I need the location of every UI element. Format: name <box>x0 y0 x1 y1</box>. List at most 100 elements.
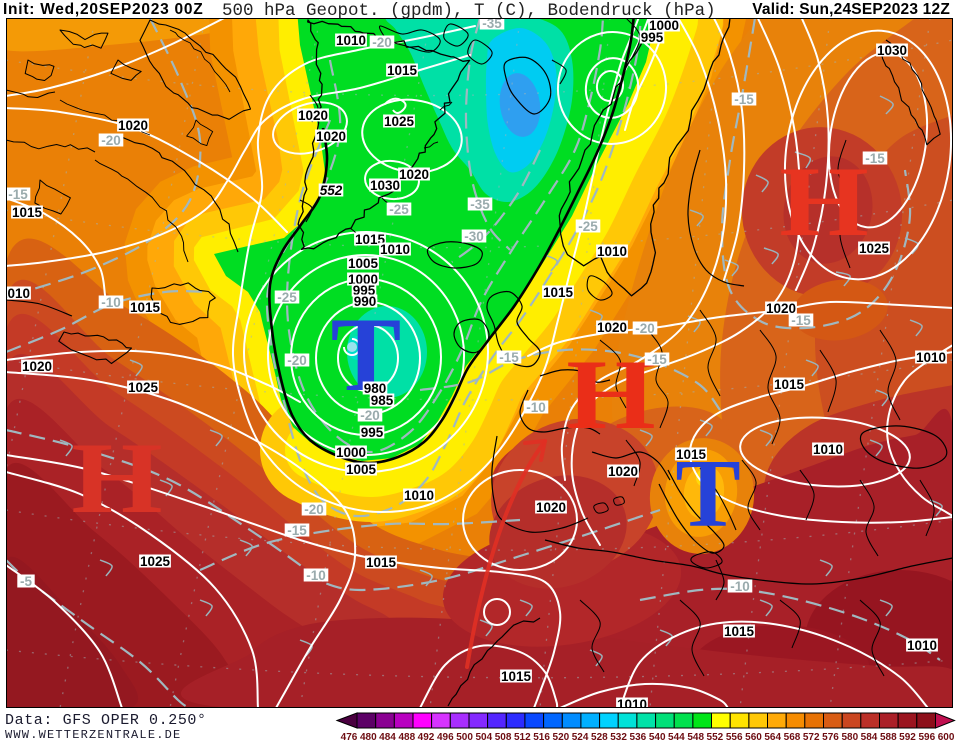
svg-text:-35: -35 <box>470 197 490 212</box>
svg-text:1000: 1000 <box>336 445 366 460</box>
svg-text:536: 536 <box>630 732 647 741</box>
svg-text:1015: 1015 <box>543 285 574 300</box>
svg-text:580: 580 <box>841 732 858 741</box>
svg-text:-25: -25 <box>389 202 409 217</box>
svg-text:H: H <box>71 421 162 534</box>
svg-text:532: 532 <box>610 732 627 741</box>
svg-text:-20: -20 <box>372 35 392 50</box>
svg-text:552: 552 <box>320 183 343 198</box>
svg-text:528: 528 <box>591 732 608 741</box>
svg-text:1025: 1025 <box>140 554 171 569</box>
svg-text:476: 476 <box>341 732 358 741</box>
svg-text:568: 568 <box>784 732 801 741</box>
svg-text:-35: -35 <box>482 16 502 31</box>
svg-text:-15: -15 <box>499 350 519 365</box>
svg-text:1005: 1005 <box>346 462 377 477</box>
svg-text:-25: -25 <box>578 219 598 234</box>
svg-text:500: 500 <box>456 732 473 741</box>
svg-text:1020: 1020 <box>766 301 796 316</box>
svg-text:1010: 1010 <box>0 286 30 301</box>
svg-text:1015: 1015 <box>501 669 532 684</box>
svg-text:584: 584 <box>861 732 878 741</box>
svg-text:-20: -20 <box>635 321 655 336</box>
svg-text:1030: 1030 <box>370 178 400 193</box>
svg-text:488: 488 <box>398 732 415 741</box>
svg-text:-20: -20 <box>360 408 380 423</box>
svg-text:1010: 1010 <box>813 442 843 457</box>
svg-text:1020: 1020 <box>316 129 346 144</box>
svg-text:548: 548 <box>687 732 704 741</box>
svg-text:1020: 1020 <box>22 359 52 374</box>
svg-text:1015: 1015 <box>774 377 805 392</box>
svg-text:576: 576 <box>822 732 839 741</box>
svg-text:592: 592 <box>899 732 916 741</box>
svg-text:1020: 1020 <box>597 320 627 335</box>
svg-text:1025: 1025 <box>384 114 415 129</box>
svg-text:1010: 1010 <box>617 697 647 712</box>
svg-text:1015: 1015 <box>724 624 755 639</box>
svg-text:572: 572 <box>803 732 820 741</box>
svg-text:588: 588 <box>880 732 897 741</box>
svg-text:Init: Wed,20SEP2023 00Z: Init: Wed,20SEP2023 00Z <box>3 1 203 18</box>
svg-text:520: 520 <box>553 732 570 741</box>
svg-text:484: 484 <box>379 732 396 741</box>
svg-text:-20: -20 <box>287 353 307 368</box>
svg-text:1015: 1015 <box>676 447 707 462</box>
svg-text:1010: 1010 <box>404 488 434 503</box>
svg-text:600: 600 <box>938 732 955 741</box>
svg-text:1020: 1020 <box>536 500 566 515</box>
svg-text:-5: -5 <box>20 574 32 589</box>
svg-text:524: 524 <box>572 732 589 741</box>
svg-text:480: 480 <box>360 732 377 741</box>
svg-text:492: 492 <box>418 732 435 741</box>
svg-text:H: H <box>566 340 655 450</box>
svg-text:-15: -15 <box>734 92 754 107</box>
svg-text:WWW.WETTERZENTRALE.DE: WWW.WETTERZENTRALE.DE <box>5 728 181 741</box>
svg-text:1025: 1025 <box>128 380 159 395</box>
svg-text:496: 496 <box>437 732 454 741</box>
svg-text:-15: -15 <box>791 313 811 328</box>
svg-text:990: 990 <box>354 294 377 309</box>
svg-text:1015: 1015 <box>366 555 397 570</box>
svg-text:564: 564 <box>764 732 781 741</box>
svg-text:1010: 1010 <box>336 33 366 48</box>
svg-text:1010: 1010 <box>597 244 627 259</box>
svg-text:H: H <box>779 147 868 257</box>
svg-text:1015: 1015 <box>355 232 386 247</box>
svg-text:560: 560 <box>745 732 762 741</box>
svg-text:-10: -10 <box>730 579 750 594</box>
svg-text:-15: -15 <box>647 352 667 367</box>
svg-text:995: 995 <box>361 425 384 440</box>
svg-text:-15: -15 <box>865 151 885 166</box>
svg-text:-25: -25 <box>277 290 297 305</box>
svg-text:-10: -10 <box>101 295 121 310</box>
svg-text:985: 985 <box>371 393 394 408</box>
svg-text:1005: 1005 <box>348 256 379 271</box>
svg-text:Data: GFS OPER 0.250°: Data: GFS OPER 0.250° <box>5 712 207 729</box>
svg-text:Valid: Sun,24SEP2023 12Z: Valid: Sun,24SEP2023 12Z <box>752 1 950 18</box>
svg-text:1025: 1025 <box>859 241 890 256</box>
svg-text:504: 504 <box>475 732 492 741</box>
svg-text:-20: -20 <box>101 133 121 148</box>
svg-text:1010: 1010 <box>907 638 937 653</box>
svg-text:-20: -20 <box>304 502 324 517</box>
svg-text:1020: 1020 <box>118 118 148 133</box>
svg-text:-10: -10 <box>306 568 326 583</box>
svg-text:516: 516 <box>533 732 550 741</box>
svg-text:995: 995 <box>353 283 376 298</box>
svg-text:1000: 1000 <box>649 18 679 33</box>
svg-text:1000: 1000 <box>348 272 378 287</box>
svg-text:552: 552 <box>707 732 724 741</box>
svg-text:1020: 1020 <box>399 167 429 182</box>
svg-text:1010: 1010 <box>916 350 946 365</box>
svg-text:596: 596 <box>918 732 935 741</box>
svg-text:556: 556 <box>726 732 743 741</box>
svg-text:1015: 1015 <box>130 300 161 315</box>
svg-text:995: 995 <box>641 30 664 45</box>
svg-text:540: 540 <box>649 732 666 741</box>
svg-text:1020: 1020 <box>608 464 638 479</box>
svg-text:1015: 1015 <box>387 63 418 78</box>
svg-text:-15: -15 <box>287 523 307 538</box>
svg-text:1030: 1030 <box>877 43 907 58</box>
svg-text:980: 980 <box>364 381 387 396</box>
